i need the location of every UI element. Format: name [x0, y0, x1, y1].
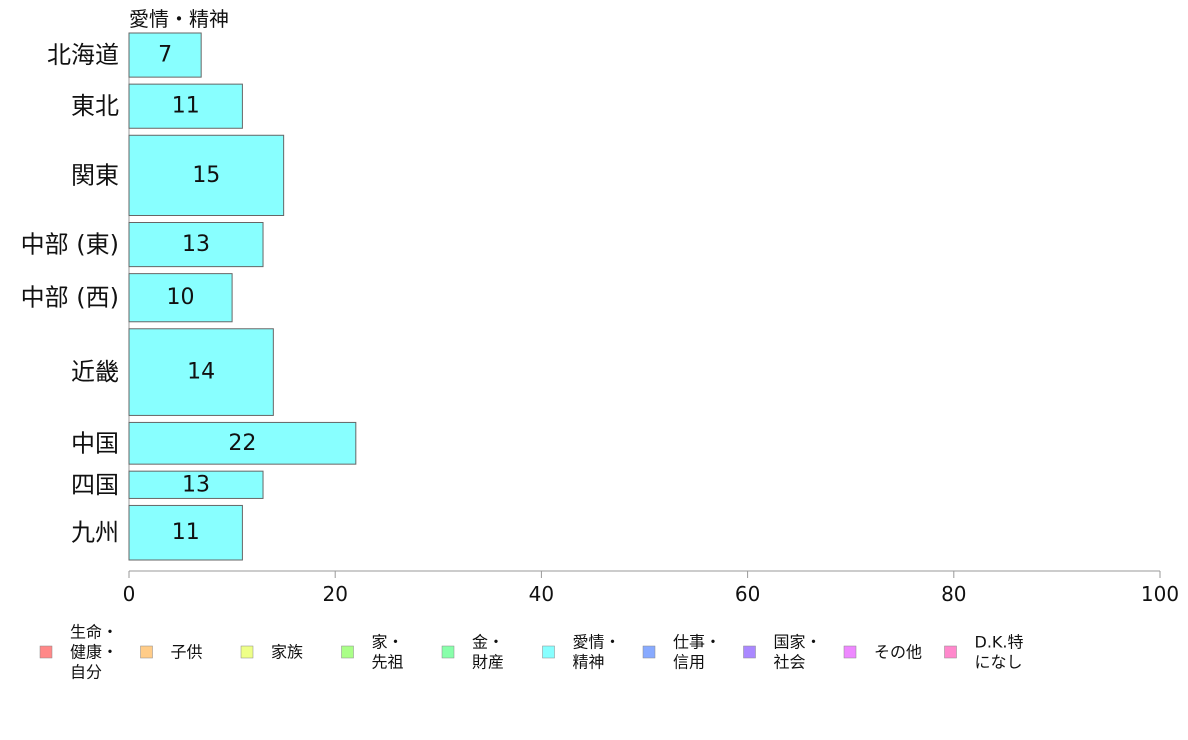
legend-swatch [542, 645, 555, 659]
legend-label: 社会 [774, 653, 806, 672]
legend-swatch [642, 645, 656, 659]
category-label: 九州 [71, 519, 119, 547]
bar [128, 83, 243, 129]
bar-value-label: 22 [228, 431, 256, 456]
legend-label: その他 [874, 643, 922, 662]
legend-item: 金・財産 [441, 633, 504, 672]
legend-label: 家族 [271, 643, 303, 662]
bar-value-label: 14 [187, 360, 215, 385]
legend-item: 仕事・信用 [642, 633, 721, 672]
legend-label: 仕事・ [673, 633, 721, 652]
bar [128, 32, 202, 78]
legend-label: 先祖 [372, 653, 404, 672]
legend-item: 愛情・精神 [542, 633, 621, 672]
bar-value-label: 15 [192, 163, 220, 188]
x-axis-ticks: 0 20 40 60 80 100 [123, 571, 1179, 606]
legend-label: 生命・ [70, 623, 118, 642]
bar-value-label: 11 [172, 94, 200, 119]
category-label: 中国 [71, 429, 119, 457]
legend-label: 金・ [472, 633, 504, 652]
x-tick-label: 20 [322, 582, 347, 606]
x-tick-label: 80 [941, 582, 966, 606]
legend-item: 国家・社会 [743, 633, 822, 672]
bar [128, 328, 274, 416]
legend-swatch [39, 645, 53, 659]
bar [128, 222, 264, 268]
bar [128, 470, 264, 499]
x-tick-label: 40 [529, 582, 554, 606]
legend-label: 愛情・ [573, 633, 621, 652]
category-label: 近畿 [71, 358, 119, 386]
bar-value-label: 7 [158, 43, 172, 68]
bar [128, 273, 233, 323]
category-label: 四国 [71, 471, 119, 499]
bars-group: 7 11 15 13 10 14 22 13 11 [128, 32, 357, 561]
legend-label: 家・ [372, 633, 404, 652]
bar-value-label: 11 [172, 520, 200, 545]
legend-swatch [843, 645, 857, 659]
bar-value-label: 10 [167, 285, 195, 310]
bar [128, 504, 243, 561]
legend-label: 子供 [171, 643, 203, 662]
legend-item: 家族 [240, 643, 303, 662]
x-tick-label: 60 [735, 582, 760, 606]
legend-item: 家・先祖 [341, 633, 404, 672]
category-label: 関東 [71, 161, 119, 189]
category-label: 中部 (東) [21, 231, 119, 259]
legend-label: 自分 [70, 663, 102, 682]
legend-label: 財産 [472, 653, 504, 672]
legend-label: D.K.特 [975, 633, 1024, 652]
bar-value-label: 13 [182, 472, 210, 497]
legend-label: 精神 [573, 653, 605, 672]
category-label: 中部 (西) [21, 284, 119, 312]
x-tick-label: 100 [1141, 582, 1179, 606]
category-label: 北海道 [47, 41, 119, 69]
bar [128, 421, 357, 465]
legend-swatch [341, 645, 354, 659]
legend-swatch [743, 645, 756, 659]
bar-value-label: 13 [182, 232, 210, 257]
legend-swatch [140, 645, 153, 659]
legend-label: 信用 [673, 653, 705, 672]
legend-swatch [441, 645, 455, 659]
series-label: 愛情・精神 [129, 7, 229, 31]
x-tick-label: 0 [123, 582, 136, 606]
legend-label: になし [975, 653, 1023, 672]
legend-item: 子供 [140, 643, 203, 662]
legend-item: その他 [843, 643, 922, 662]
bar [128, 134, 285, 217]
legend-swatch [240, 645, 254, 659]
legend-swatch [944, 645, 957, 659]
legend-item: 生命・健康・自分 [39, 623, 118, 682]
category-label: 東北 [71, 92, 119, 120]
legend-label: 健康・ [70, 643, 118, 662]
legend-label: 国家・ [774, 633, 822, 652]
